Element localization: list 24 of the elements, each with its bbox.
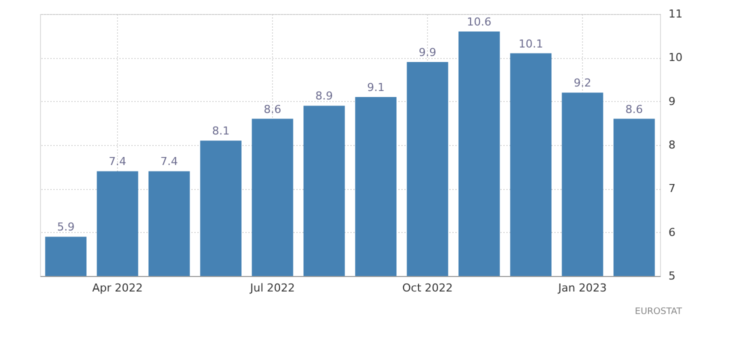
data-label: 10.1 xyxy=(518,37,544,50)
x-tick-label: Jul 2022 xyxy=(249,282,295,294)
data-label: 10.6 xyxy=(466,15,492,28)
x-tick-label: Apr 2022 xyxy=(92,282,143,294)
data-label: 8.6 xyxy=(264,102,282,116)
y-tick-label: 8 xyxy=(668,138,676,152)
y-tick-label: 11 xyxy=(668,8,682,20)
data-label: 5.9 xyxy=(57,220,75,234)
data-label: 9.9 xyxy=(418,46,436,60)
y-tick-label: 6 xyxy=(668,226,676,239)
data-label: 8.1 xyxy=(212,124,230,138)
x-tick-label: Oct 2022 xyxy=(402,282,453,294)
data-label: 9.1 xyxy=(367,80,385,94)
y-tick-label: 10 xyxy=(668,51,682,64)
text: EUROSTAT xyxy=(634,307,682,317)
data-label: 8.9 xyxy=(315,90,333,103)
y-tick-label: 9 xyxy=(668,94,676,108)
x-tick-label: Jan 2023 xyxy=(557,282,607,294)
y-tick-label: 7 xyxy=(668,182,676,196)
data-label: 7.4 xyxy=(160,155,178,168)
y-tick-label: 5 xyxy=(668,270,676,282)
data-label: 8.6 xyxy=(625,102,643,116)
data-label: 9.2 xyxy=(574,76,592,90)
data-label: 7.4 xyxy=(108,155,126,168)
